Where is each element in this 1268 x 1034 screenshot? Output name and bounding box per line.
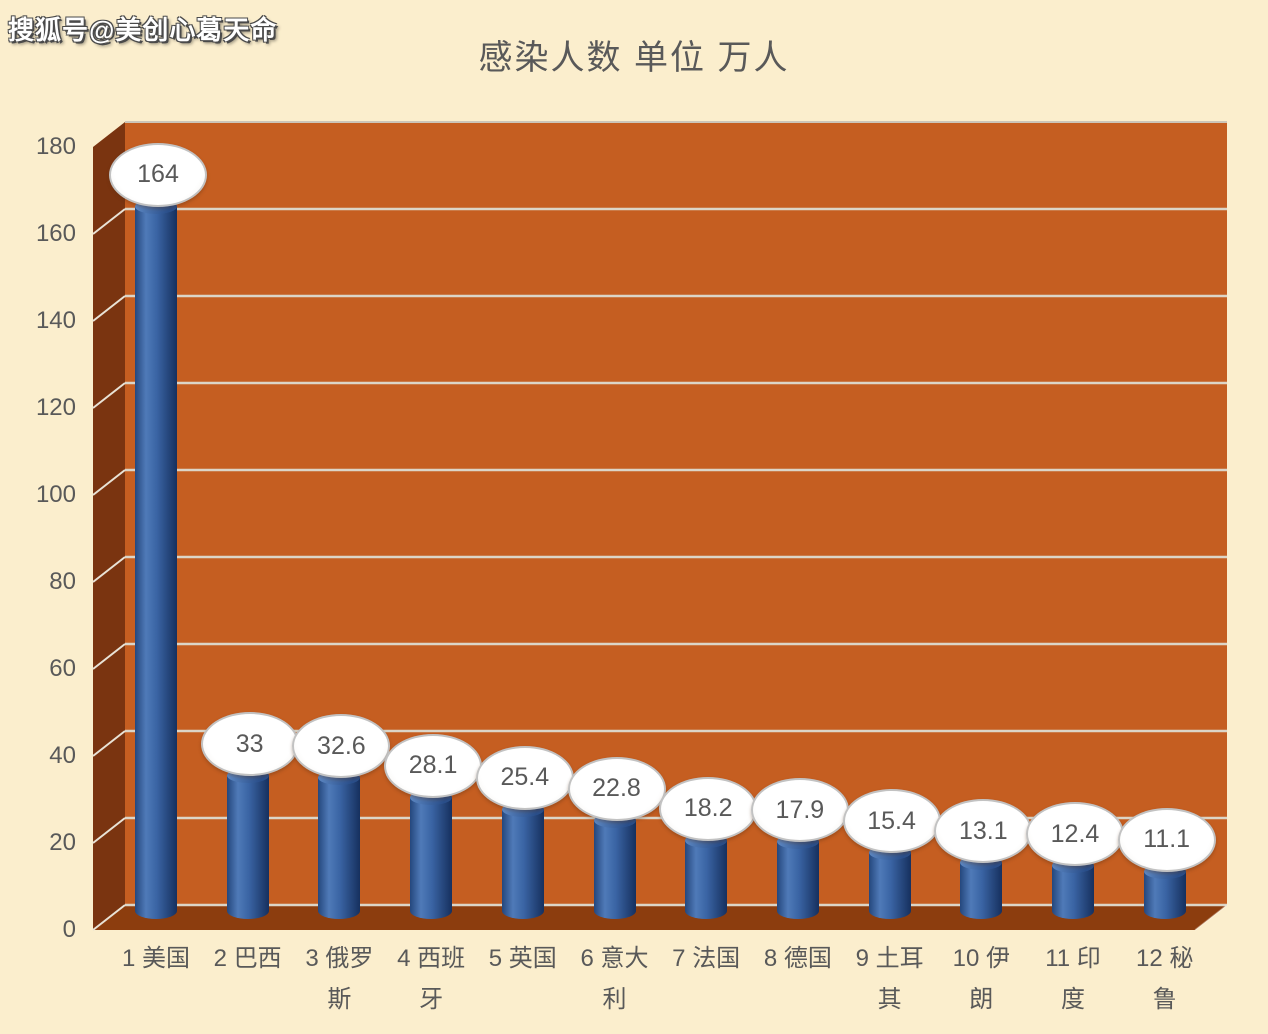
x-axis-label-line: 1 美国 [121, 945, 190, 972]
value-callout: 13.1 [934, 799, 1033, 863]
bar-cylinder [685, 839, 728, 919]
tick-diagonal [92, 382, 126, 409]
bar-cylinder [135, 205, 177, 919]
value-label: 32.6 [317, 731, 366, 760]
value-callout: 18.2 [659, 776, 758, 841]
x-axis-label-line: 9 土耳 [855, 945, 924, 972]
x-axis-label-line: 度 [1061, 986, 1085, 1013]
value-label: 22.8 [592, 774, 641, 803]
x-axis-label-line: 6 意大 [580, 945, 649, 972]
x-axis-label: 2 巴西 [193, 938, 303, 979]
x-axis-label: 3 俄罗斯 [284, 938, 394, 1020]
y-axis-label: 60 [49, 655, 76, 682]
bar-cylinder [226, 775, 269, 919]
value-label: 164 [137, 160, 179, 189]
x-axis-label: 11 印度 [1018, 938, 1128, 1020]
bar-cylinder [410, 796, 453, 919]
x-axis-label-line: 2 巴西 [213, 945, 282, 972]
bar-cylinder [1143, 870, 1186, 919]
y-axis-label: 0 [62, 916, 76, 943]
y-axis-label: 100 [35, 481, 76, 508]
x-axis-label: 6 意大利 [560, 938, 670, 1020]
value-callout: 28.1 [384, 733, 483, 798]
plot-side-wall [93, 122, 125, 930]
watermark: 搜狐号@美创心葛天命 [8, 15, 278, 45]
value-callout: 11.1 [1117, 807, 1216, 872]
tick-diagonal [92, 469, 126, 496]
value-label: 28.1 [408, 751, 458, 780]
tick-diagonal [92, 556, 126, 583]
bar-cylinder [960, 862, 1003, 919]
y-axis-label: 140 [35, 307, 76, 334]
x-axis-label-line: 8 德国 [763, 945, 832, 972]
x-axis-label-line: 3 俄罗 [305, 945, 374, 972]
x-axis-label-line: 鲁 [1152, 986, 1177, 1013]
tick-diagonal [92, 904, 126, 931]
x-axis-label-line: 牙 [419, 986, 444, 1013]
x-axis-label-line: 7 法国 [672, 945, 741, 972]
y-axis-label: 20 [49, 829, 76, 856]
value-callout: 164 [109, 142, 207, 207]
value-callout: 12.4 [1026, 802, 1124, 867]
value-callout: 32.6 [292, 714, 391, 779]
x-axis-label-line: 12 秘 [1136, 945, 1194, 972]
x-axis-label-line: 4 西班 [397, 945, 466, 972]
x-axis-label-line: 利 [602, 986, 627, 1013]
value-label: 13.1 [958, 816, 1008, 845]
value-callout: 25.4 [475, 745, 574, 810]
value-label: 17.9 [775, 795, 825, 824]
value-label: 11.1 [1143, 825, 1191, 854]
value-label: 18.2 [683, 794, 733, 823]
value-label: 15.4 [867, 806, 916, 835]
bar-cylinder [593, 819, 636, 919]
y-axis-label: 80 [49, 568, 76, 595]
bar-cylinder [501, 808, 544, 919]
y-axis-label: 40 [49, 742, 76, 769]
bar-cylinder [776, 841, 819, 919]
chart-title: 感染人数 单位 万人 [478, 39, 790, 77]
value-callout: 33 [200, 712, 299, 777]
x-axis-label: 8 德国 [743, 938, 853, 979]
y-axis-label: 120 [35, 394, 76, 421]
value-label: 12.4 [1050, 819, 1100, 848]
tick-diagonal [92, 295, 126, 322]
x-axis-label-line: 其 [877, 986, 902, 1013]
tick-diagonal [92, 208, 126, 235]
value-callout: 17.9 [750, 778, 849, 843]
value-callout: 15.4 [842, 789, 941, 853]
bar-cylinder [1052, 865, 1094, 919]
x-axis-label: 4 西班牙 [376, 938, 486, 1020]
value-label: 33 [235, 729, 264, 758]
tick-diagonal [92, 643, 126, 670]
x-axis-label: 12 秘鲁 [1110, 938, 1220, 1020]
value-callout: 22.8 [567, 756, 666, 821]
bar-cylinder [868, 852, 911, 919]
y-axis-label: 180 [35, 133, 76, 160]
floor-right-edge [1194, 904, 1228, 931]
x-axis-label: 9 土耳其 [835, 938, 945, 1020]
value-label: 25.4 [500, 763, 550, 791]
tick-diagonal [92, 817, 126, 844]
x-axis-label-line: 5 英国 [488, 945, 557, 972]
x-axis-label-line: 11 印 [1045, 945, 1101, 972]
x-axis-label: 5 英国 [468, 938, 578, 979]
x-axis-label-line: 10 伊 [952, 945, 1010, 972]
x-axis-label-line: 斯 [327, 986, 352, 1013]
y-axis-label: 160 [35, 220, 76, 247]
x-axis-label: 7 法国 [651, 938, 761, 979]
x-axis-label: 1 美国 [101, 938, 211, 979]
x-axis-label: 10 伊朗 [926, 938, 1036, 1020]
tick-diagonal [92, 730, 126, 757]
plot-floor [93, 905, 1227, 930]
plot-back-wall [125, 122, 1227, 905]
bar-cylinder [318, 777, 361, 919]
x-axis-label-line: 朗 [969, 986, 994, 1013]
